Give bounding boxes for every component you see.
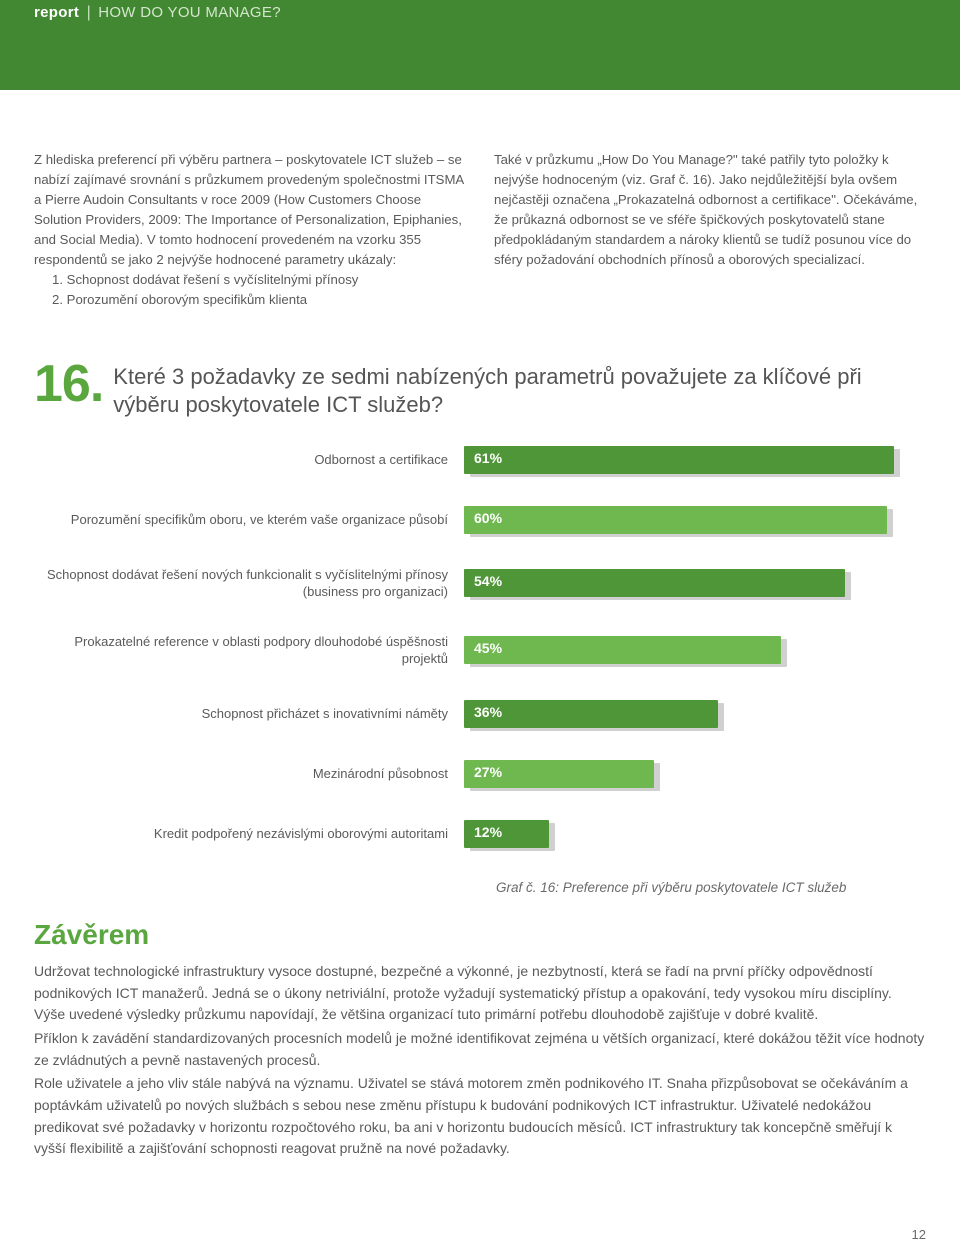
intro-right-paragraph: Také v průzkumu „How Do You Manage?" tak… xyxy=(494,150,926,270)
chart-bar xyxy=(464,569,845,597)
header-report-label: report xyxy=(34,4,79,21)
chart-bar-label: Mezinárodní působnost xyxy=(34,765,464,783)
preferences-bar-chart: Odbornost a certifikace 61% Porozumění spe… xyxy=(34,446,926,848)
chart-row: Schopnost přicházet s inovativními námět… xyxy=(34,700,926,728)
intro-left-paragraph: Z hlediska preferencí při výběru partner… xyxy=(34,150,466,270)
chart-bar xyxy=(464,446,894,474)
chart-row: Prokazatelné reference v oblasti podpory… xyxy=(34,633,926,668)
chart-row: Kredit podpořený nezávislými oborovými a… xyxy=(34,820,926,848)
chart-bar-value: 61% xyxy=(474,450,502,466)
conclusion-heading: Závěrem xyxy=(34,919,926,951)
chart-bar-value: 27% xyxy=(474,764,502,780)
header-subtitle: HOW DO YOU MANAGE? xyxy=(98,4,281,21)
intro-list-item-1: 1. Schopnost dodávat řešení s vyčíslitel… xyxy=(34,270,466,290)
chart-bar-area: 45% xyxy=(464,636,894,664)
chart-bar-value: 60% xyxy=(474,510,502,526)
intro-left-column: Z hlediska preferencí při výběru partner… xyxy=(34,150,466,311)
chart-bar-value: 12% xyxy=(474,824,502,840)
intro-list-item-2: 2. Porozumění oborovým specifikům klient… xyxy=(34,290,466,310)
chart-bar-area: 54% xyxy=(464,569,894,597)
chart-caption: Graf č. 16: Preference při výběru poskyt… xyxy=(496,880,926,895)
conclusion-p1: Udržovat technologické infrastruktury vy… xyxy=(34,961,926,1026)
intro-columns: Z hlediska preferencí při výběru partner… xyxy=(34,150,926,311)
chart-bar xyxy=(464,506,887,534)
conclusion-p3: Role uživatele a jeho vliv stále nabývá … xyxy=(34,1073,926,1160)
chart-bar-value: 36% xyxy=(474,704,502,720)
chart-bar-value: 54% xyxy=(474,573,502,589)
chart-bar-area: 60% xyxy=(464,506,894,534)
chart-row: Porozumění specifikům oboru, ve kterém v… xyxy=(34,506,926,534)
chart-bar xyxy=(464,636,781,664)
chart-bar-label: Odbornost a certifikace xyxy=(34,451,464,469)
chart-bar-label: Schopnost přicházet s inovativními námět… xyxy=(34,705,464,723)
intro-right-column: Také v průzkumu „How Do You Manage?" tak… xyxy=(494,150,926,311)
page-number: 12 xyxy=(912,1227,926,1242)
chart-bar-label: Kredit podpořený nezávislými oborovými a… xyxy=(34,825,464,843)
chart-row: Mezinárodní působnost 27% xyxy=(34,760,926,788)
chart-bar-label: Porozumění specifikům oboru, ve kterém v… xyxy=(34,511,464,529)
header-separator: | xyxy=(84,4,94,21)
conclusion-body: Udržovat technologické infrastruktury vy… xyxy=(34,961,926,1160)
chart-bar-area: 36% xyxy=(464,700,894,728)
page-content: Z hlediska preferencí při výběru partner… xyxy=(0,90,960,1160)
chart-row: Odbornost a certifikace 61% xyxy=(34,446,926,474)
chart-bar-value: 45% xyxy=(474,640,502,656)
report-header-banner: report | HOW DO YOU MANAGE? xyxy=(0,0,960,90)
question-text: Které 3 požadavky ze sedmi nabízených pa… xyxy=(113,361,926,420)
chart-bar-label: Schopnost dodávat řešení nových funkcion… xyxy=(34,566,464,601)
question-block: 16. Které 3 požadavky ze sedmi nabízenýc… xyxy=(34,361,926,420)
question-number: 16. xyxy=(34,361,103,408)
chart-row: Schopnost dodávat řešení nových funkcion… xyxy=(34,566,926,601)
chart-bar-area: 12% xyxy=(464,820,894,848)
chart-bar-label: Prokazatelné reference v oblasti podpory… xyxy=(34,633,464,668)
chart-bar-area: 61% xyxy=(464,446,894,474)
chart-bar-area: 27% xyxy=(464,760,894,788)
chart-bar xyxy=(464,700,718,728)
conclusion-p2: Příklon k zavádění standardizovaných pro… xyxy=(34,1028,926,1071)
